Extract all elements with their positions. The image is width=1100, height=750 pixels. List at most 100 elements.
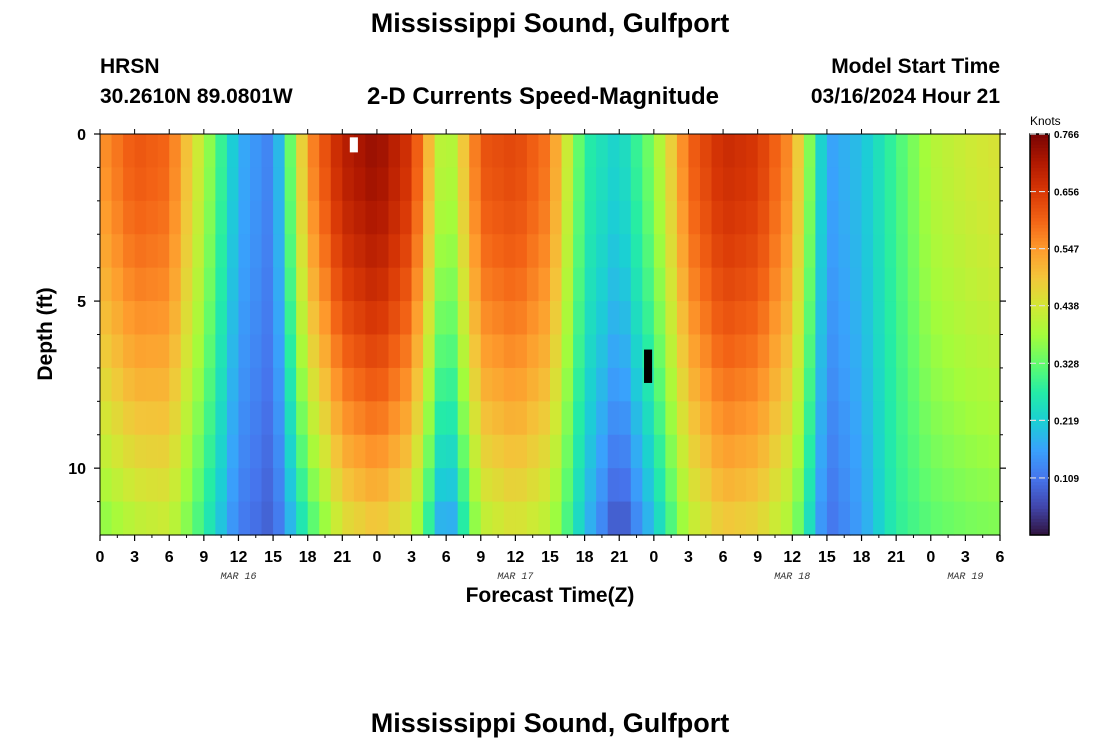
heatmap-cell xyxy=(261,334,274,369)
heatmap-cell xyxy=(180,501,193,536)
heatmap-cell xyxy=(469,468,482,503)
heatmap-cell xyxy=(619,200,632,235)
colorbar-swatch xyxy=(1030,377,1049,382)
heatmap-cell xyxy=(250,301,263,336)
heatmap-cell xyxy=(573,401,586,436)
x-tick-label: 0 xyxy=(649,549,658,566)
heatmap-cell xyxy=(388,434,401,469)
heatmap-cell xyxy=(584,501,597,536)
heatmap-cell xyxy=(250,401,263,436)
heatmap-cell xyxy=(826,468,840,503)
heatmap-cell xyxy=(723,167,736,202)
heatmap-cell xyxy=(203,134,216,169)
heatmap-cell xyxy=(573,200,586,235)
colorbar-swatch xyxy=(1030,244,1049,249)
heatmap-cell xyxy=(157,301,170,336)
colorbar-swatch xyxy=(1030,311,1049,316)
heatmap-cell xyxy=(988,200,1001,235)
colorbar-swatch xyxy=(1030,341,1049,346)
heatmap-cell xyxy=(907,301,920,336)
heatmap-cell xyxy=(607,234,620,269)
heatmap-cell xyxy=(803,167,816,202)
heatmap-cell xyxy=(734,468,747,503)
heatmap-cell xyxy=(400,401,413,436)
colorbar-swatch xyxy=(1030,367,1049,372)
heatmap-cell xyxy=(423,334,436,369)
heatmap-cell xyxy=(907,334,920,369)
heatmap-cell xyxy=(411,200,424,235)
colorbar-swatch xyxy=(1030,337,1049,342)
heatmap-cell xyxy=(653,468,666,503)
heatmap-cell xyxy=(273,367,286,402)
heatmap-cell xyxy=(423,200,436,235)
x-tick-label: 3 xyxy=(130,549,139,566)
heatmap-cell xyxy=(411,501,424,536)
heatmap-cell xyxy=(607,501,620,536)
heatmap-cell xyxy=(203,200,216,235)
heatmap-cell xyxy=(307,334,320,369)
heatmap-cell xyxy=(330,200,343,235)
heatmap-cell xyxy=(261,200,274,235)
heatmap-cell xyxy=(803,434,816,469)
heatmap-cell xyxy=(192,167,205,202)
heatmap-cell xyxy=(480,434,493,469)
heatmap-cell xyxy=(884,200,897,235)
heatmap-cell xyxy=(273,468,286,503)
heatmap-cell xyxy=(307,434,320,469)
heatmap-cell xyxy=(146,468,159,503)
heatmap-cell xyxy=(688,468,701,503)
heatmap-cell xyxy=(250,134,263,169)
colorbar-swatch xyxy=(1030,411,1049,416)
heatmap-cell xyxy=(100,367,113,402)
heatmap-cell xyxy=(469,401,482,436)
heatmap-cell xyxy=(169,401,182,436)
heatmap-cell xyxy=(838,501,851,536)
heatmap-cell xyxy=(815,501,828,536)
heatmap-cell xyxy=(307,134,320,169)
heatmap-cell xyxy=(573,501,586,536)
heatmap-cell xyxy=(711,367,724,402)
heatmap-cell xyxy=(457,468,470,503)
heatmap-cell xyxy=(111,234,124,269)
heatmap-cell xyxy=(503,200,516,235)
heatmap-cell xyxy=(480,334,493,369)
heatmap-cell xyxy=(169,167,182,202)
heatmap-cell xyxy=(319,134,332,169)
y-tick-label: 5 xyxy=(77,294,86,311)
heatmap-cell xyxy=(376,367,390,402)
heatmap-cell xyxy=(676,501,690,536)
heatmap-cell xyxy=(515,367,528,402)
heatmap-cell xyxy=(342,367,355,402)
heatmap-cell xyxy=(319,501,332,536)
heatmap-cell xyxy=(503,434,516,469)
colorbar-swatch xyxy=(1030,347,1049,352)
colorbar-swatch xyxy=(1030,194,1049,199)
heatmap-cell xyxy=(907,434,920,469)
heatmap-cell xyxy=(480,200,493,235)
colorbar-swatch xyxy=(1030,384,1049,389)
heatmap-cell xyxy=(850,401,863,436)
heatmap-cell xyxy=(376,167,390,202)
heatmap-cell xyxy=(976,301,990,336)
heatmap-cell xyxy=(388,301,401,336)
heatmap-cell xyxy=(746,301,759,336)
heatmap-cell xyxy=(353,401,366,436)
heatmap-cell xyxy=(319,267,332,302)
heatmap-cell xyxy=(746,434,759,469)
heatmap-cell xyxy=(376,267,390,302)
heatmap-cell xyxy=(550,267,563,302)
heatmap-cell xyxy=(226,167,240,202)
heatmap-cell xyxy=(723,200,736,235)
heatmap-cell xyxy=(273,267,286,302)
heatmap-cell xyxy=(838,301,851,336)
heatmap-cell xyxy=(469,501,482,536)
colorbar-swatch xyxy=(1030,140,1049,145)
heatmap-cell xyxy=(653,167,666,202)
heatmap-cell xyxy=(700,334,713,369)
heatmap-cell xyxy=(434,200,447,235)
heatmap-cell xyxy=(676,234,690,269)
heatmap-cell xyxy=(238,167,251,202)
heatmap-cell xyxy=(688,267,701,302)
colorbar-swatch xyxy=(1030,528,1049,533)
heatmap-cell xyxy=(169,501,182,536)
